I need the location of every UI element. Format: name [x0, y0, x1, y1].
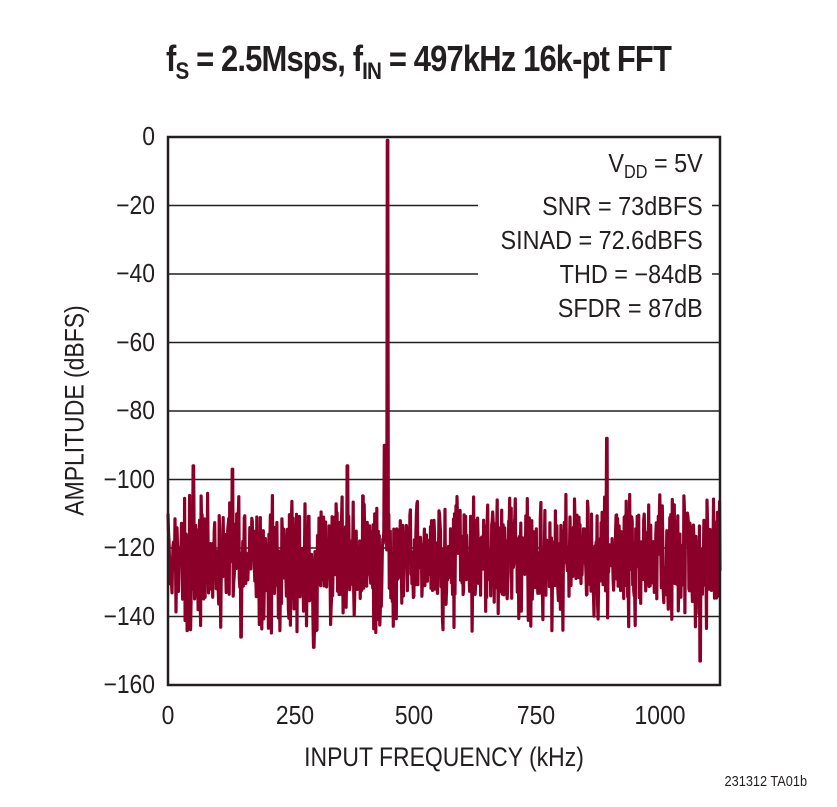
y-tick-label: −60 [116, 326, 155, 357]
plot-frame [166, 135, 722, 687]
figure-id: 231312 TA01b [724, 773, 807, 790]
stat-sinad: SINAD = 72.6dBFS [500, 225, 703, 255]
x-tick-label: 0 [161, 700, 175, 730]
y-tick-label: −120 [103, 532, 155, 562]
y-tick-label: −100 [103, 463, 155, 494]
stat-sfdr: SFDR = 87dB [557, 293, 703, 323]
x-axis-label: INPUT FREQUENCY (kHz) [304, 742, 584, 772]
y-tick-label: 0 [142, 121, 155, 151]
y-tick-label: −160 [103, 669, 155, 699]
x-tick-label: 750 [516, 700, 556, 730]
y-tick-label: −40 [116, 258, 155, 288]
x-tick-label: 1000 [634, 700, 686, 730]
y-axis-label: AMPLITUDE (dBFS) [59, 305, 90, 516]
x-tick-label: 500 [394, 700, 434, 730]
fft-trace [166, 138, 722, 663]
stat-snr: SNR = 73dBFS [542, 191, 703, 221]
x-tick-label: 250 [275, 700, 315, 730]
y-tick-label: −80 [116, 395, 155, 425]
stat-vdd: VDD = 5V [608, 148, 703, 182]
y-tick-label: −140 [103, 600, 155, 631]
stat-thd: THD = −84dB [559, 259, 703, 289]
chart-title: fS = 2.5Msps, fIN = 497kHz 16k-pt FFT [165, 38, 672, 85]
y-tick-label: −20 [116, 189, 155, 220]
stats-legend: VDD = 5V SNR = 73dBFS SINAD = 72.6dBFS T… [501, 146, 703, 325]
